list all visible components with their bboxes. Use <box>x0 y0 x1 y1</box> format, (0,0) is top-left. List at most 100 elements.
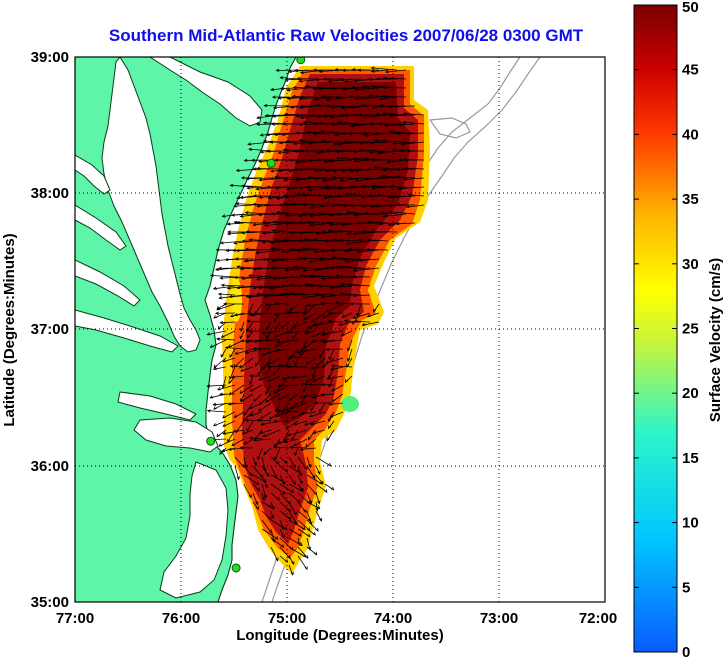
velocity-vector-head <box>287 365 291 369</box>
velocity-vector <box>297 474 303 484</box>
velocity-vector-head <box>344 79 349 83</box>
velocity-vector-head <box>358 238 363 242</box>
velocity-vector <box>281 258 308 260</box>
velocity-vector <box>275 402 281 413</box>
velocity-vector-head <box>283 112 288 117</box>
velocity-vector-head <box>313 323 318 327</box>
velocity-vector <box>288 564 294 576</box>
velocity-vector-head <box>333 141 338 146</box>
velocity-vector <box>240 339 254 342</box>
velocity-vector-head <box>308 383 313 387</box>
velocity-vector-head <box>273 132 278 137</box>
velocity-vector <box>312 429 326 434</box>
velocity-vector-head <box>269 286 274 290</box>
velocity-vector-head <box>271 258 276 263</box>
velocity-vector-head <box>249 413 254 417</box>
velocity-vector-head <box>316 114 321 118</box>
velocity-vector-head <box>321 139 326 143</box>
velocity-vector-head <box>314 249 319 254</box>
velocity-vector <box>223 357 236 363</box>
velocity-vector-head <box>270 87 275 91</box>
velocity-vector-head <box>270 212 275 216</box>
velocity-vector-head <box>272 276 277 281</box>
velocity-vector <box>236 222 263 224</box>
velocity-vector <box>253 285 272 289</box>
velocity-vector-head <box>243 259 248 263</box>
velocity-vector-head <box>395 131 400 136</box>
velocity-vector <box>364 177 389 180</box>
velocity-vector-head <box>265 133 270 137</box>
velocity-vector-head <box>383 123 388 128</box>
velocity-vector-head <box>298 185 303 190</box>
velocity-vector-head <box>225 248 230 253</box>
velocity-vector-head <box>252 438 257 442</box>
velocity-vector <box>364 212 389 215</box>
velocity-vector <box>293 87 317 89</box>
velocity-vector <box>261 474 268 488</box>
velocity-vector <box>348 283 371 287</box>
velocity-vector-head <box>347 358 351 362</box>
velocity-vector-head <box>309 214 314 218</box>
velocity-vector <box>288 492 301 503</box>
velocity-vector <box>319 122 344 125</box>
velocity-vector <box>230 365 245 368</box>
velocity-vector-head <box>322 339 327 344</box>
velocity-vector <box>285 267 308 271</box>
velocity-vector <box>315 177 335 180</box>
velocity-vector-head <box>235 202 240 206</box>
velocity-vector-head <box>312 378 317 382</box>
velocity-vector <box>293 141 317 145</box>
velocity-vector-head <box>284 559 289 563</box>
x-tick-label: 75:00 <box>268 610 306 627</box>
velocity-vector <box>279 528 285 538</box>
velocity-vector-head <box>312 430 317 434</box>
velocity-vector-head <box>364 211 368 216</box>
velocity-vector-head <box>366 238 371 242</box>
velocity-vector <box>300 114 326 119</box>
velocity-vector-head <box>341 68 346 72</box>
velocity-vector-head <box>298 167 303 171</box>
velocity-vector-head <box>226 232 231 236</box>
velocity-vector <box>233 204 254 207</box>
velocity-vector-head <box>233 241 237 245</box>
velocity-vector <box>405 167 425 170</box>
velocity-vector-head <box>266 149 271 153</box>
velocity-vector <box>359 258 380 261</box>
radar-station-marker <box>296 57 306 65</box>
velocity-vector-head <box>326 437 330 442</box>
velocity-vector-head <box>274 536 279 540</box>
velocity-vector-head <box>316 363 320 368</box>
velocity-vector-head <box>352 231 357 236</box>
velocity-vector-head <box>311 395 315 399</box>
velocity-vector <box>286 140 308 143</box>
velocity-vector-head <box>325 104 330 108</box>
velocity-vector <box>234 357 245 368</box>
velocity-vector <box>270 546 279 561</box>
velocity-vector <box>340 293 362 296</box>
velocity-vector <box>337 122 362 125</box>
velocity-vector-head <box>331 398 336 403</box>
velocity-vector-head <box>212 286 217 290</box>
velocity-vector <box>353 231 380 235</box>
velocity-vector-head <box>295 350 300 354</box>
velocity-vector-head <box>260 415 265 420</box>
velocity-vector <box>315 465 321 475</box>
velocity-vector <box>217 303 236 311</box>
y-axis: 39:00 38:00 37:00 36:00 35:00 Latitude (… <box>1 49 69 611</box>
velocity-vector-head <box>400 142 405 146</box>
velocity-vector-head <box>293 265 298 269</box>
velocity-vector-head <box>252 267 257 271</box>
velocity-vector-head <box>248 238 253 242</box>
velocity-vector-head <box>333 132 338 137</box>
velocity-vector <box>235 420 245 433</box>
velocity-vector-head <box>280 284 285 288</box>
velocity-vector <box>347 339 353 351</box>
velocity-vector-head <box>246 186 251 190</box>
velocity-vector <box>261 465 269 477</box>
velocity-vector-head <box>334 301 339 305</box>
velocity-vector-head <box>298 231 303 235</box>
velocity-vector <box>283 177 308 181</box>
velocity-vector-head <box>233 220 238 224</box>
velocity-vector-head <box>317 470 321 475</box>
velocity-vector <box>241 276 263 279</box>
